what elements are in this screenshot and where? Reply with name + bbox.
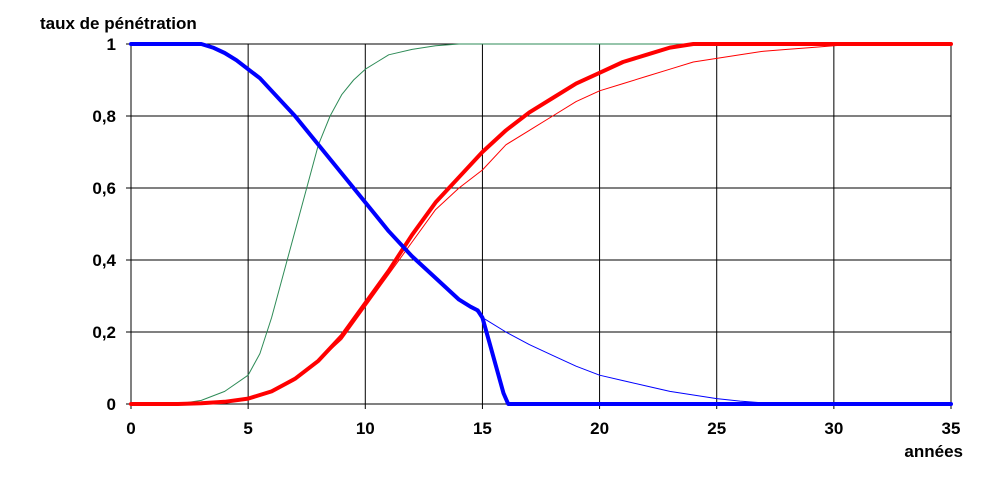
y-tick-label: 0,8 [92, 107, 116, 126]
grid [126, 43, 952, 409]
x-tick-label: 5 [243, 419, 252, 438]
y-tick-label: 0,6 [92, 179, 116, 198]
y-tick-label: 0,2 [92, 323, 116, 342]
series-line-2 [129, 42, 953, 406]
x-tick-label: 35 [942, 419, 961, 438]
y-tick-labels: 0 0,2 0,4 0,6 0,8 1 [92, 35, 116, 414]
x-tick-label: 10 [356, 419, 375, 438]
x-tick-label: 0 [126, 419, 135, 438]
y-tick-label: 0 [107, 395, 116, 414]
y-tick-label: 0,4 [92, 251, 116, 270]
y-tick-label: 1 [107, 35, 116, 54]
series-line-3 [474, 309, 952, 405]
x-tick-label: 25 [707, 419, 726, 438]
y-axis-label: taux de pénétration [40, 14, 197, 33]
x-tick-label: 15 [473, 419, 492, 438]
series-lines [129, 42, 953, 406]
x-tick-label: 20 [590, 419, 609, 438]
x-axis-label: années [904, 442, 963, 461]
x-tick-label: 30 [824, 419, 843, 438]
x-tick-labels: 0 5 10 15 20 25 30 35 [126, 419, 960, 438]
series-line-4 [129, 42, 953, 406]
